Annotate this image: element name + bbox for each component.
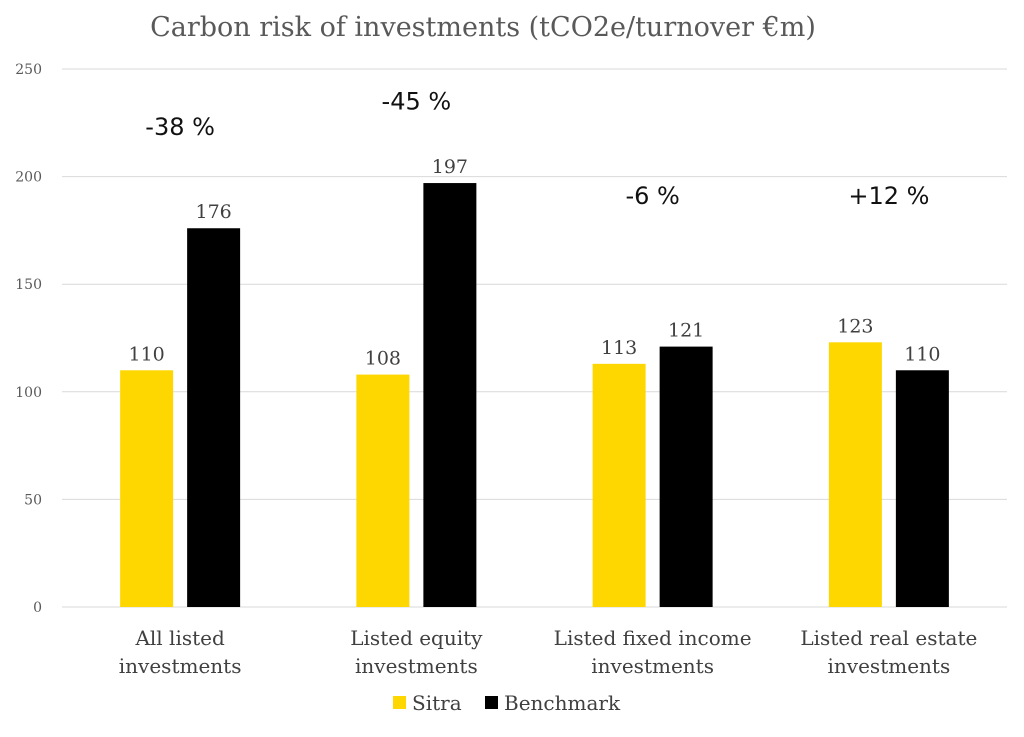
legend-label: Sitra bbox=[412, 691, 462, 715]
data-label: 176 bbox=[195, 201, 231, 223]
change-annotation: -45 % bbox=[382, 87, 452, 115]
legend-swatch-sitra bbox=[393, 696, 406, 709]
y-tick-label: 100 bbox=[15, 385, 42, 401]
data-label: 121 bbox=[668, 320, 704, 342]
change-annotation: -6 % bbox=[625, 182, 679, 210]
bar-benchmark bbox=[423, 183, 477, 607]
bar-sitra bbox=[828, 342, 882, 607]
change-annotation: -38 % bbox=[145, 113, 215, 141]
data-label: 110 bbox=[128, 343, 164, 365]
category-label: Listed equity bbox=[350, 626, 483, 650]
category-label: investments bbox=[828, 654, 951, 678]
category-label: investments bbox=[355, 654, 478, 678]
y-tick-label: 200 bbox=[15, 170, 42, 186]
data-label: 197 bbox=[432, 156, 468, 178]
data-label: 108 bbox=[365, 348, 401, 370]
data-label: 110 bbox=[904, 343, 940, 365]
category-label: investments bbox=[591, 654, 714, 678]
y-tick-label: 150 bbox=[15, 277, 42, 293]
category-label: Listed real estate bbox=[800, 626, 977, 650]
bar-benchmark bbox=[895, 370, 949, 607]
legend-label: Benchmark bbox=[504, 691, 621, 715]
category-label: investments bbox=[119, 654, 242, 678]
bar-sitra bbox=[592, 363, 646, 607]
bar-sitra bbox=[120, 370, 174, 607]
legend-swatch-benchmark bbox=[485, 696, 498, 709]
y-tick-label: 0 bbox=[33, 600, 42, 616]
category-label: Listed fixed income bbox=[554, 626, 752, 650]
data-label: 113 bbox=[601, 337, 637, 359]
y-tick-label: 50 bbox=[24, 492, 42, 508]
bar-benchmark bbox=[187, 228, 241, 608]
bar-sitra bbox=[356, 374, 410, 607]
change-annotation: +12 % bbox=[848, 182, 929, 210]
chart-title: Carbon risk of investments (tCO2e/turnov… bbox=[150, 12, 816, 43]
category-label: All listed bbox=[134, 626, 225, 650]
y-tick-label: 250 bbox=[15, 62, 42, 78]
data-label: 123 bbox=[837, 315, 873, 337]
bar-benchmark bbox=[659, 346, 713, 607]
